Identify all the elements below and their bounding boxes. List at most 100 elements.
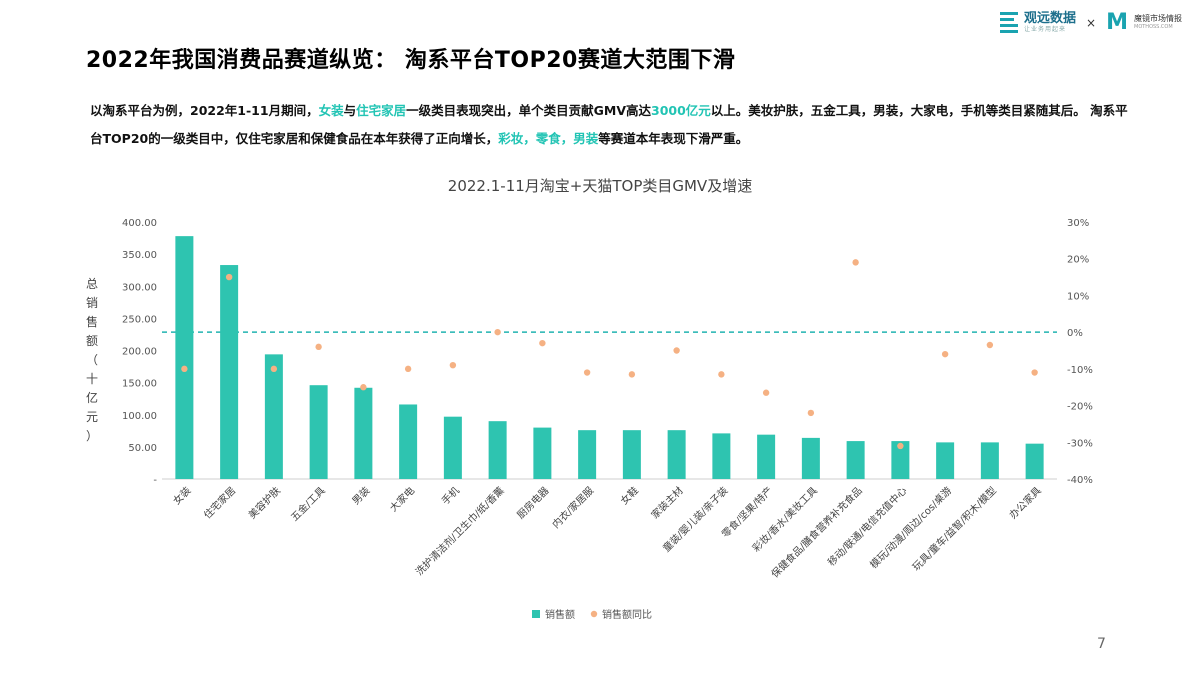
desc-highlight-1: 女装	[318, 103, 344, 118]
y-tick-label: 400.00	[122, 218, 157, 229]
bar-8	[488, 421, 507, 479]
bar-4	[309, 385, 328, 479]
brand-sub: 让业务用起来	[1024, 26, 1067, 33]
partner-logo: 魔镜市场情报 MOTHOSS.COM	[1134, 15, 1182, 30]
partner-logo-icon: M	[1106, 10, 1128, 35]
growth-point-8	[494, 328, 501, 336]
x-tick-label: 女鞋	[618, 484, 641, 507]
bar-14	[757, 434, 776, 479]
x-tick-label: 玩具/童车/益智/积木/模型	[910, 484, 999, 573]
bar-1	[175, 236, 194, 479]
legend-dot-label: 销售额同比	[602, 608, 652, 621]
x-tick-label: 内衣/家居服	[549, 484, 596, 531]
y-axis-label-char: 亿	[86, 390, 98, 405]
bar-20	[1025, 443, 1044, 479]
growth-point-19	[986, 341, 994, 349]
brand-name: 观远数据	[1024, 11, 1077, 26]
growth-point-18	[941, 350, 949, 358]
y-axis-label-char: （	[86, 353, 98, 367]
growth-point-12	[673, 347, 680, 354]
x-tick-label: 大家电	[387, 484, 417, 514]
brand-logo: 观远数据 让业务用起来	[1024, 12, 1076, 33]
x-tick-label: 男装	[349, 484, 372, 507]
growth-point-15	[807, 409, 815, 417]
x-tick-label: 保健食品/膳食营养补充食品	[768, 484, 864, 580]
bar-5	[354, 387, 373, 479]
y-axis-label-char: 额	[86, 334, 98, 348]
bar-6	[399, 404, 418, 479]
x-tick-label: 住宅家居	[201, 484, 238, 521]
desc-text-4: 以上。美妆护肤，五金工具，男装，大家电，手机等类目紧随其后。 淘系平台TOP20…	[90, 103, 1128, 146]
y2-tick-label: 0%	[1067, 328, 1083, 339]
description: 以淘系平台为例，2022年1-11月期间，女装与住宅家居一级类目表现突出，单个类…	[90, 97, 1130, 153]
legend-bar-swatch	[532, 610, 540, 618]
bar-15	[801, 437, 820, 479]
growth-point-7	[449, 361, 457, 369]
y-tick-label: 50.00	[128, 443, 157, 454]
bar-18	[936, 442, 955, 479]
bar-13	[712, 433, 731, 479]
x-tick-label: 五金/工具	[288, 484, 328, 524]
y2-tick-label: 30%	[1067, 218, 1089, 229]
x-tick-label: 手机	[439, 484, 462, 507]
growth-point-20	[1031, 369, 1038, 376]
x-tick-label: 女装	[170, 484, 193, 507]
growth-point-2	[225, 273, 233, 281]
desc-text-2: 与	[343, 103, 357, 118]
x-tick-label: 美容护肤	[246, 484, 283, 521]
y-tick-label: 150.00	[122, 379, 157, 390]
growth-point-11	[628, 371, 636, 378]
growth-point-14	[762, 389, 770, 396]
bar-19	[980, 442, 999, 479]
growth-point-3	[270, 365, 278, 373]
desc-text-5: 等赛道本年表现下滑严重。	[598, 131, 749, 146]
growth-point-13	[718, 371, 725, 378]
bar-12	[667, 430, 686, 479]
y-tick-label: -	[153, 475, 157, 486]
y-tick-label: 200.00	[122, 347, 157, 358]
partner-name: 魔镜市场情报	[1134, 14, 1182, 23]
legend-bar-label: 销售额	[545, 608, 575, 621]
y2-tick-label: -40%	[1067, 475, 1093, 486]
y2-tick-label: -10%	[1067, 365, 1093, 376]
growth-point-17	[897, 442, 904, 450]
bar-9	[533, 427, 552, 479]
x-tick-label: 洗护清洁剂/卫生巾/纸/香薰	[413, 484, 507, 578]
x-tick-label: 模玩/动漫/周边/cos/桌游	[867, 484, 954, 571]
y-tick-label: 250.00	[122, 314, 157, 325]
growth-point-10	[583, 369, 591, 376]
bar-3	[264, 354, 283, 479]
y-tick-label: 300.00	[122, 282, 157, 293]
bar-10	[578, 430, 597, 479]
bar-11	[622, 430, 641, 479]
y2-tick-label: 20%	[1067, 255, 1089, 266]
bar-17	[891, 441, 910, 479]
y-axis-label-char: 销	[86, 296, 98, 310]
x-tick-label: 厨房电器	[514, 484, 551, 521]
growth-point-1	[181, 365, 188, 373]
desc-highlight-2: 住宅家居	[356, 103, 407, 118]
y2-tick-label: 10%	[1067, 291, 1089, 302]
bar-2	[220, 265, 239, 479]
desc-highlight-4: 彩妆，零食，男装	[498, 131, 599, 146]
y-tick-label: 100.00	[122, 411, 157, 422]
x-tick-label: 办公家具	[1006, 484, 1043, 521]
y-tick-label: 350.00	[122, 250, 157, 261]
x-tick-label: 家装主材	[648, 484, 685, 521]
partner-sub: MOTHOSS.COM	[1134, 24, 1173, 30]
desc-highlight-3: 3000亿元	[651, 103, 711, 118]
growth-point-6	[404, 365, 412, 373]
page-number: 7	[1097, 636, 1106, 652]
y-axis-label-char: 总	[86, 277, 98, 291]
y-axis-label-char: 十	[86, 372, 98, 386]
bar-7	[443, 416, 462, 479]
times-sign: ×	[1086, 15, 1097, 30]
growth-point-4	[315, 343, 322, 351]
growth-point-16	[852, 259, 859, 266]
y-axis-label-char: 售	[86, 314, 98, 329]
y2-tick-label: -20%	[1067, 402, 1093, 413]
y-axis-label-char: ）	[86, 429, 98, 443]
legend-dot-swatch	[590, 610, 598, 618]
chart-title: 2022.1-11月淘宝+天猫TOP类目GMV及增速	[447, 177, 753, 195]
